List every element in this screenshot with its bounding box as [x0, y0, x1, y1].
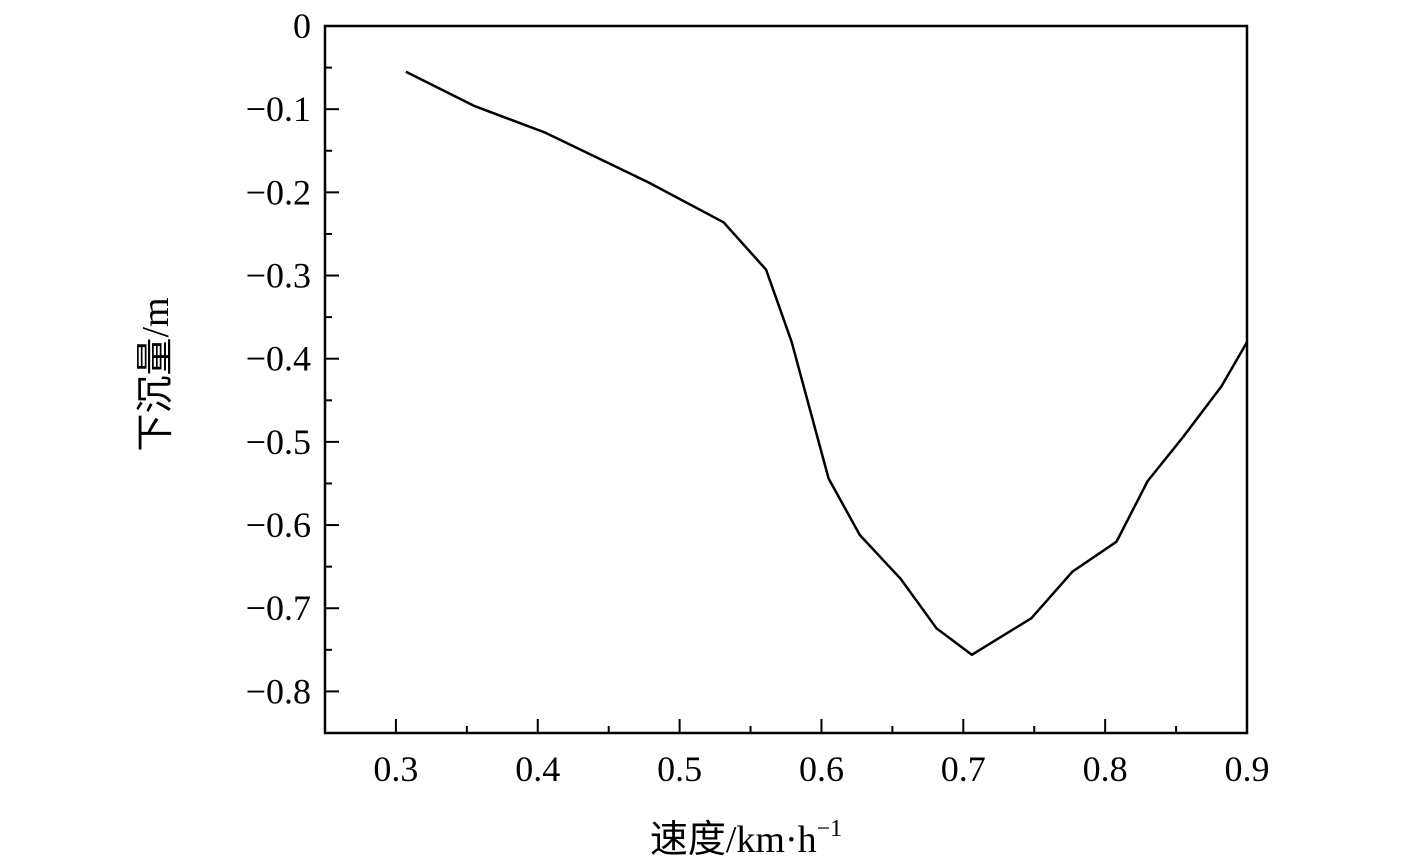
- x-tick-label: 0.6: [799, 749, 844, 789]
- x-tick-label: 0.4: [515, 749, 560, 789]
- series-group: [405, 70, 1249, 657]
- y-axis-ticks: 0 −0.1 −0.2 −0.3 −0.4 −0.5 −0.6 −0.7 −0.8: [246, 6, 339, 711]
- y-tick-label: −0.8: [246, 671, 311, 711]
- x-tick-label: 0.9: [1225, 749, 1270, 789]
- x-axis-title-superscript: −1: [817, 816, 843, 842]
- y-tick-label: −0.1: [246, 89, 311, 129]
- y-tick-label: 0: [293, 6, 311, 46]
- y-tick-label: −0.2: [246, 172, 311, 212]
- x-tick-label: 0.8: [1083, 749, 1128, 789]
- y-tick-label: −0.6: [246, 505, 311, 545]
- y-tick-label: −0.3: [246, 256, 311, 296]
- x-axis-title: 速度/km·h−1: [650, 816, 842, 861]
- y-tick-label: −0.7: [246, 588, 311, 628]
- series-line: [405, 70, 1249, 657]
- plot-frame: [323, 24, 1249, 735]
- plot-border: [323, 24, 1249, 735]
- x-tick-label: 0.3: [373, 749, 418, 789]
- y-tick-label: −0.4: [246, 339, 311, 379]
- x-tick-label: 0.7: [941, 749, 986, 789]
- x-axis-ticks: 0.3 0.4 0.5 0.6 0.7 0.8 0.9: [324, 719, 1270, 789]
- y-tick-label: −0.5: [246, 422, 311, 462]
- y-axis-title: 下沉量/m: [135, 297, 177, 451]
- x-tick-label: 0.5: [657, 749, 702, 789]
- x-axis-title-main: 速度/km·h: [650, 819, 817, 861]
